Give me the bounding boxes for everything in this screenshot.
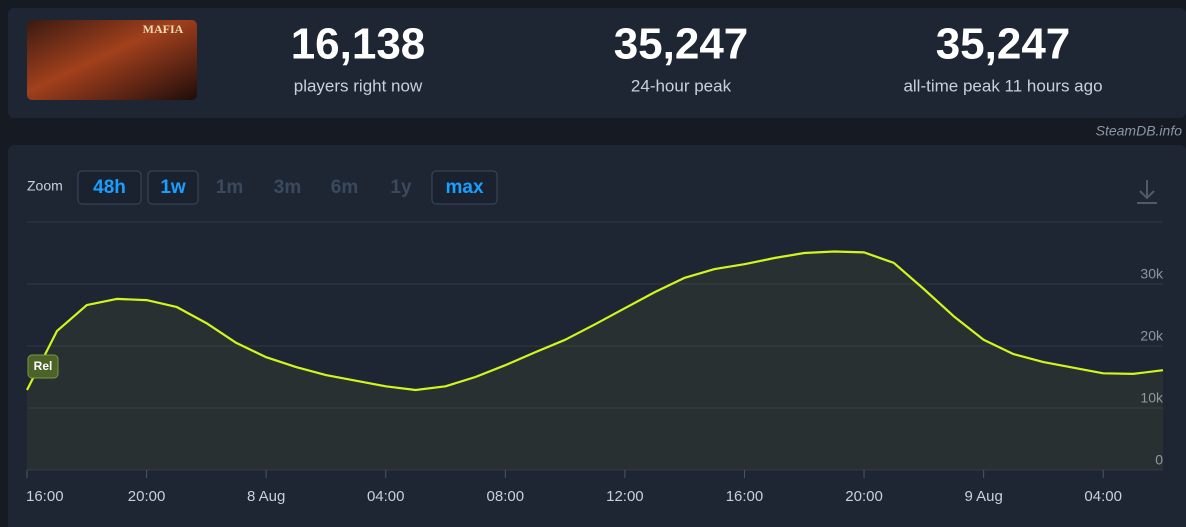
- x-tick-label: 16:00: [26, 488, 64, 505]
- x-tick-label: 12:00: [606, 488, 644, 505]
- x-tick-label: 04:00: [367, 488, 405, 505]
- zoom-button-label: 6m: [331, 177, 358, 198]
- zoom-button[interactable]: [147, 170, 199, 205]
- zoom-button[interactable]: [77, 170, 142, 205]
- y-tick-label: 10k: [1140, 390, 1164, 406]
- zoom-label: Zoom: [27, 178, 63, 194]
- y-tick-label: 0: [1155, 452, 1163, 468]
- release-label: Rel: [34, 359, 53, 373]
- source-link[interactable]: SteamDB.info: [1096, 123, 1183, 139]
- zoom-button-label[interactable]: 48h: [93, 177, 126, 198]
- release-badge[interactable]: [27, 354, 59, 379]
- zoom-button-label: 3m: [274, 177, 301, 198]
- download-icon[interactable]: [1137, 180, 1157, 204]
- x-tick-label: 08:00: [487, 488, 525, 505]
- stat-value: 35,247: [614, 20, 749, 69]
- logo-text: MAFIA: [143, 22, 184, 36]
- line: [26, 250, 1164, 392]
- x-tick-label: 16:00: [726, 488, 764, 505]
- zoom-button-label: 1y: [390, 177, 412, 198]
- stat-label: players right now: [294, 76, 423, 95]
- x-tick-label: 9 Aug: [964, 488, 1002, 505]
- zoom-button-label: 1m: [216, 177, 243, 198]
- x-tick-label: 8 Aug: [247, 488, 285, 505]
- x-tick-label: 04:00: [1084, 488, 1122, 505]
- stats-panel: [8, 8, 1186, 118]
- game-image[interactable]: [27, 20, 197, 100]
- zoom-button-label[interactable]: 1w: [160, 177, 186, 198]
- y-tick-label: 30k: [1140, 266, 1164, 282]
- stat-value: 16,138: [291, 20, 426, 69]
- stat-value: 35,247: [936, 20, 1071, 69]
- x-tick-label: 20:00: [128, 488, 166, 505]
- zoom-button[interactable]: [431, 170, 498, 205]
- stat-label: all-time peak 11 hours ago: [903, 76, 1102, 95]
- stat-label: 24-hour peak: [631, 76, 732, 95]
- x-tick-label: 20:00: [845, 488, 883, 505]
- area: [27, 251, 1163, 470]
- icon-arrow: [1139, 190, 1155, 200]
- chart-panel: [8, 145, 1186, 527]
- y-tick-label: 20k: [1140, 328, 1164, 344]
- zoom-button-label[interactable]: max: [445, 177, 483, 198]
